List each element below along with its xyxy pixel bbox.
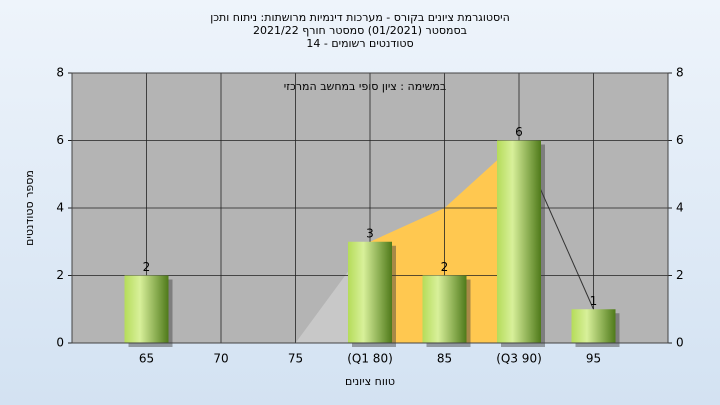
chart-subtitle: סטודנטים רשומים - 14 <box>306 37 413 50</box>
bar <box>497 140 541 343</box>
data-label: 2 <box>143 260 151 274</box>
data-label: 6 <box>515 125 523 139</box>
y-tick-label: 0 <box>56 336 64 350</box>
data-label: 2 <box>441 260 449 274</box>
bar <box>124 275 169 343</box>
chart-title: היסטוגרמת ציונים בקורס - מערכות דינמיות … <box>210 11 510 24</box>
x-tick-label: (Q3 90) <box>496 352 542 366</box>
y-tick-label: 2 <box>56 268 64 282</box>
y-tick-label: 6 <box>56 133 64 147</box>
y2-tick-label: 0 <box>676 336 684 350</box>
y-tick-label: 8 <box>56 66 64 80</box>
x-tick-label: 70 <box>213 352 228 366</box>
plot-border <box>71 72 669 344</box>
y-axis-label: מספר סטודנטים <box>23 170 36 246</box>
y2-tick-label: 4 <box>676 201 684 215</box>
data-label: 1 <box>590 294 598 308</box>
chart-subtitle: בסמסטר (01/2021) סמסטר חורף 2021/22 <box>253 24 467 37</box>
y2-tick-label: 2 <box>676 268 684 282</box>
x-tick-label: 75 <box>288 352 303 366</box>
y-tick-label: 4 <box>56 201 64 215</box>
y2-tick-label: 8 <box>676 66 684 80</box>
annotation: במשימה : ציון סופי במחשב המרכזי <box>284 80 447 93</box>
x-tick-label: 65 <box>139 352 154 366</box>
bar <box>348 241 392 343</box>
bar <box>422 275 467 343</box>
x-tick-label: (Q1 80) <box>347 352 393 366</box>
data-label: 3 <box>366 226 374 240</box>
x-tick-label: 85 <box>437 352 452 366</box>
x-axis-label: טווח ציונים <box>345 375 395 388</box>
x-tick-label: 95 <box>586 352 601 366</box>
y2-tick-label: 6 <box>676 133 684 147</box>
bar <box>571 309 616 343</box>
